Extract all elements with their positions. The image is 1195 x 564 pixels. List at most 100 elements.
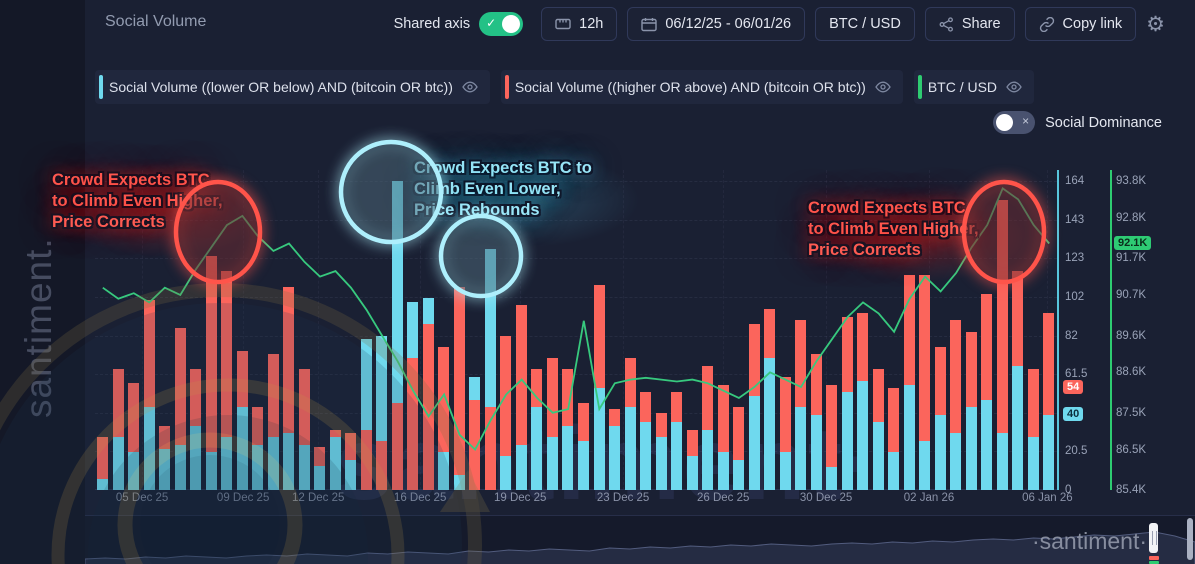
volume-bar[interactable]	[205, 170, 217, 490]
volume-bar[interactable]	[671, 170, 683, 490]
volume-bar[interactable]	[640, 170, 652, 490]
bar-segment-higher-series	[640, 392, 652, 423]
volume-bar[interactable]	[826, 170, 838, 490]
volume-bar[interactable]	[360, 170, 372, 490]
volume-bar[interactable]	[469, 170, 481, 490]
shared-axis-toggle[interactable]: ✓	[479, 12, 524, 36]
share-button[interactable]: Share	[924, 7, 1015, 41]
toolbar: Shared axis ✓ 12h 06/12/25 - 06/01/26	[394, 7, 1165, 41]
volume-bar[interactable]	[143, 170, 155, 490]
vertical-scrollbar-thumb[interactable]	[1187, 518, 1193, 560]
volume-bar[interactable]	[515, 170, 527, 490]
volume-bar[interactable]	[981, 170, 993, 490]
volume-bar[interactable]	[128, 170, 140, 490]
copy-link-button[interactable]: Copy link	[1024, 7, 1137, 41]
bar-segment-lower-series	[810, 414, 822, 490]
volume-bar[interactable]	[345, 170, 357, 490]
navigator-range-handle[interactable]	[1149, 523, 1158, 553]
volume-bar[interactable]	[1027, 170, 1039, 490]
volume-bar[interactable]	[764, 170, 776, 490]
volume-bar[interactable]	[190, 170, 202, 490]
volume-bar[interactable]	[252, 170, 264, 490]
legend-chip-social-volume-higher[interactable]: Social Volume ((higher OR above) AND (bi…	[500, 70, 903, 104]
volume-bar[interactable]	[593, 170, 605, 490]
volume-bar[interactable]	[903, 170, 915, 490]
volume-bar[interactable]	[453, 170, 465, 490]
volume-bar[interactable]	[748, 170, 760, 490]
bar-segment-higher-series	[748, 324, 760, 396]
bar-segment-lower-series	[624, 407, 636, 490]
bar-segment-lower-series	[252, 444, 264, 490]
volume-bar[interactable]	[422, 170, 434, 490]
bar-segment-lower-series	[391, 181, 403, 404]
volume-bar[interactable]	[934, 170, 946, 490]
volume-bar[interactable]	[329, 170, 341, 490]
volume-bar[interactable]	[609, 170, 621, 490]
volume-bar[interactable]	[1012, 170, 1024, 490]
bar-segment-lower-series	[298, 444, 310, 490]
volume-bar[interactable]	[546, 170, 558, 490]
volume-bar[interactable]	[174, 170, 186, 490]
volume-bar[interactable]	[888, 170, 900, 490]
volume-bar[interactable]	[795, 170, 807, 490]
volume-bar[interactable]	[407, 170, 419, 490]
volume-bar[interactable]	[717, 170, 729, 490]
volume-bar[interactable]	[919, 170, 931, 490]
bar-segment-higher-series	[919, 275, 931, 442]
volume-bar[interactable]	[97, 170, 108, 490]
volume-bar[interactable]	[857, 170, 869, 490]
timeline-navigator[interactable]: ·santiment·	[84, 515, 1195, 564]
pair-button[interactable]: BTC / USD	[815, 7, 915, 41]
date-axis: 05 Dec 25 09 Dec 25 12 Dec 25 16 Dec 25 19 D…	[95, 492, 1073, 508]
bar-segment-higher-series	[888, 388, 900, 453]
volume-bar[interactable]	[236, 170, 248, 490]
volume-bar[interactable]	[1043, 170, 1055, 490]
volume-bar[interactable]	[578, 170, 589, 490]
volume-bar[interactable]	[624, 170, 636, 490]
volume-bar[interactable]	[965, 170, 977, 490]
legend-chip-social-volume-lower[interactable]: Social Volume ((lower OR below) AND (bit…	[95, 70, 490, 104]
volume-bar[interactable]	[112, 170, 124, 490]
volume-bar[interactable]	[438, 170, 450, 490]
legend-label: BTC / USD	[927, 79, 998, 95]
bar-segment-lower-series	[314, 465, 326, 490]
bar-segment-lower-series	[546, 437, 558, 490]
volume-bar[interactable]	[562, 170, 574, 490]
legend-chip-btc-usd[interactable]: BTC / USD	[913, 70, 1035, 104]
volume-bar[interactable]	[733, 170, 745, 490]
bar-segment-higher-series	[934, 346, 946, 415]
volume-bar[interactable]	[221, 170, 233, 490]
date-range-button[interactable]: 06/12/25 - 06/01/26	[627, 7, 806, 41]
volume-bar[interactable]	[810, 170, 822, 490]
volume-bar[interactable]	[841, 170, 853, 490]
price-axis-tick: 89.6K	[1116, 329, 1147, 342]
social-dominance-toggle[interactable]: ×	[993, 111, 1036, 134]
volume-bar[interactable]	[484, 170, 496, 490]
volume-bar[interactable]	[702, 170, 714, 490]
volume-bar[interactable]	[391, 170, 403, 490]
volume-bar[interactable]	[159, 170, 171, 490]
volume-bar[interactable]	[314, 170, 326, 490]
volume-bar[interactable]	[298, 170, 310, 490]
eye-icon[interactable]	[462, 81, 478, 93]
volume-current-badge: 54	[1063, 380, 1084, 395]
volume-bar[interactable]	[996, 170, 1008, 490]
settings-gear-icon[interactable]: ⚙	[1146, 12, 1165, 36]
volume-bar[interactable]	[531, 170, 543, 490]
volume-bar[interactable]	[283, 170, 295, 490]
volume-bar[interactable]	[872, 170, 884, 490]
volume-bar[interactable]	[686, 170, 698, 490]
eye-icon[interactable]	[1006, 81, 1022, 93]
volume-bar[interactable]	[779, 170, 791, 490]
bar-segment-lower-series	[903, 384, 915, 490]
bar-segment-lower-series	[438, 452, 450, 490]
volume-bar[interactable]	[376, 170, 388, 490]
volume-bar[interactable]	[950, 170, 962, 490]
bar-segment-lower-series	[112, 437, 124, 490]
volume-bar[interactable]	[655, 170, 667, 490]
eye-icon[interactable]	[875, 81, 891, 93]
interval-button[interactable]: 12h	[541, 7, 618, 41]
volume-bar[interactable]	[267, 170, 279, 490]
bar-segment-higher-series	[453, 286, 465, 475]
calendar-icon	[641, 17, 658, 32]
